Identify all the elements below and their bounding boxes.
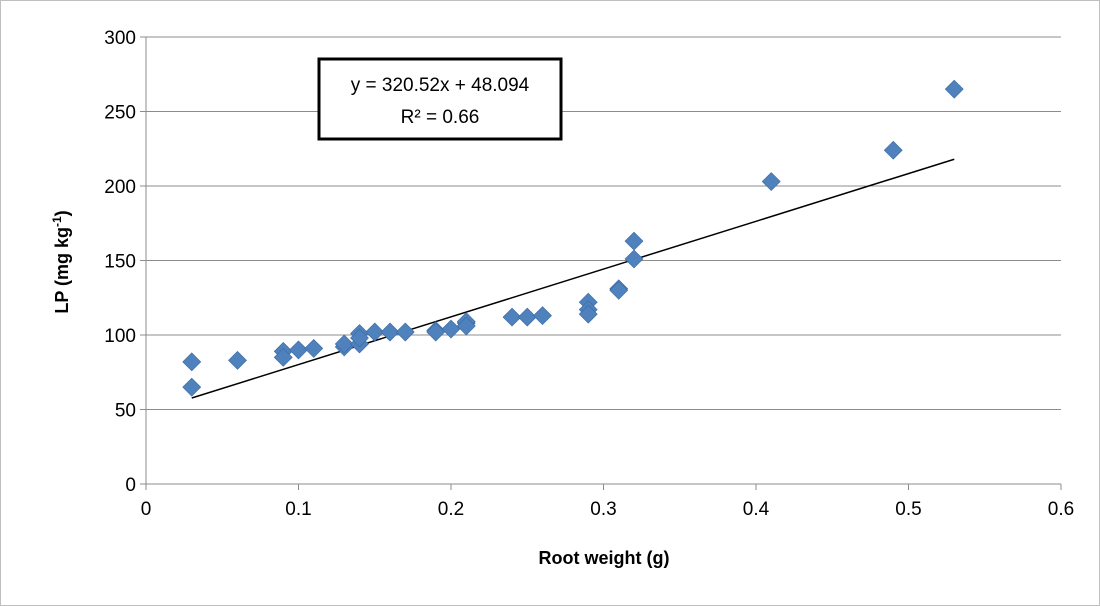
- data-point: [228, 350, 247, 370]
- data-point: [883, 140, 903, 160]
- y-tick-label: 50: [115, 401, 136, 422]
- data-point: [182, 377, 202, 397]
- data-point: [761, 172, 781, 191]
- y-axis-title-sup: -1: [50, 216, 64, 227]
- y-tick-label: 300: [104, 28, 136, 49]
- data-point: [944, 79, 964, 99]
- x-tick-label: 0.6: [1048, 499, 1074, 520]
- equation-box: y = 320.52x + 48.094 R² = 0.66: [317, 57, 563, 141]
- x-tick-label: 0.3: [590, 499, 616, 520]
- data-point: [533, 306, 552, 326]
- y-axis-title-end: ): [52, 210, 72, 216]
- data-point: [395, 322, 415, 342]
- data-points: [182, 79, 964, 397]
- data-point: [456, 316, 476, 336]
- data-point: [365, 322, 385, 342]
- y-tick-label: 250: [104, 103, 136, 124]
- y-axis-title: LP (mg kg-1): [50, 210, 72, 313]
- r-squared-label: R² = 0.66: [401, 107, 480, 128]
- y-tick-label: 150: [104, 252, 136, 273]
- trendline: [191, 158, 955, 399]
- data-point: [502, 307, 522, 327]
- y-axis-title-main: LP (mg kg: [52, 227, 72, 314]
- data-point: [609, 280, 629, 300]
- trendline-equation: y = 320.52x + 48.094: [351, 75, 530, 96]
- data-point: [350, 328, 369, 348]
- data-point: [289, 340, 308, 360]
- data-point: [578, 304, 598, 324]
- data-point: [380, 322, 400, 342]
- x-tick-label: 0.2: [438, 499, 464, 520]
- data-point: [182, 352, 202, 372]
- x-tick-label: 0.1: [285, 499, 311, 520]
- x-tick-label: 0.4: [743, 499, 770, 520]
- gridlines: [146, 36, 1061, 410]
- y-tick-label: 200: [104, 177, 136, 198]
- y-tick-label: 100: [104, 326, 136, 347]
- x-tick-label: 0: [141, 499, 152, 520]
- y-tick-label: 0: [125, 475, 136, 496]
- x-axis-title: Root weight (g): [539, 548, 670, 568]
- data-point: [517, 307, 537, 327]
- axes: [140, 36, 1062, 490]
- data-point: [273, 347, 293, 367]
- data-point: [304, 338, 324, 358]
- data-point: [334, 334, 354, 354]
- x-tick-label: 0.5: [895, 499, 921, 520]
- tick-labels: 0 50 100 150 200 250 300 0 0.1 0.2 0.3 0.4 0.5 0.6: [104, 28, 1074, 520]
- data-point: [624, 249, 644, 269]
